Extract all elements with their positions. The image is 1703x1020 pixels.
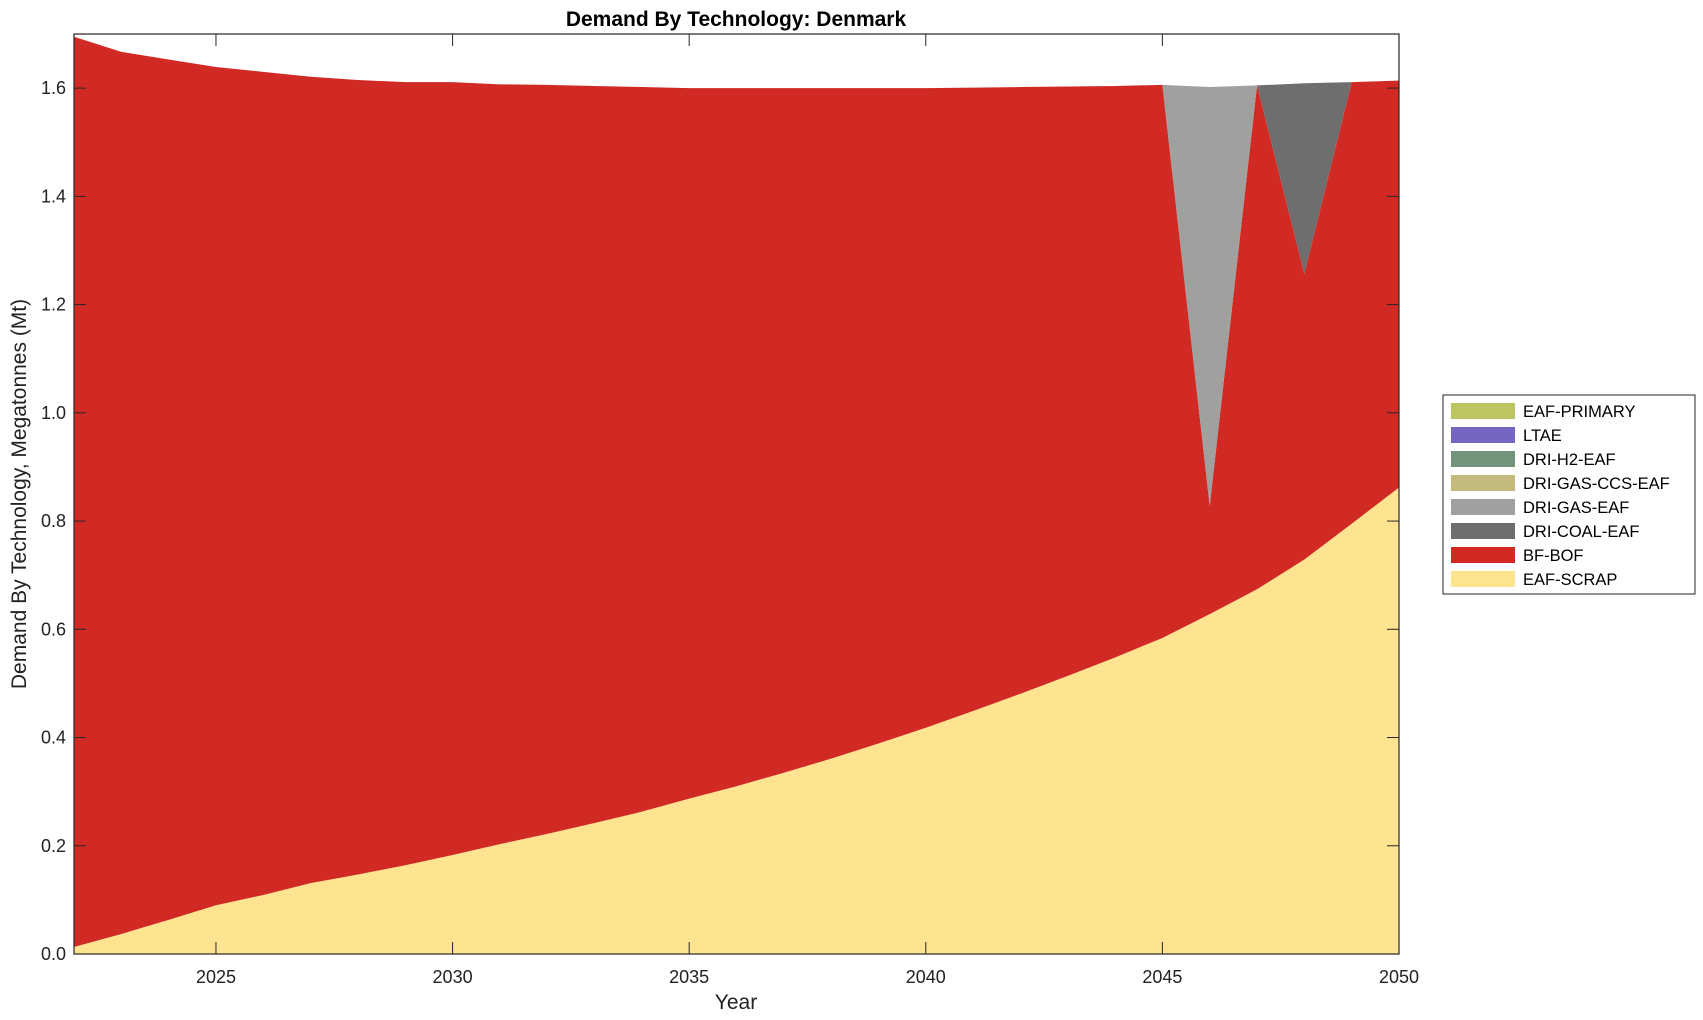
legend-label-dri-gas-eaf: DRI-GAS-EAF [1523, 499, 1629, 517]
x-axis-label: Year [715, 991, 757, 1014]
x-axis: 2025 2030 2035 2040 2045 2050 [196, 34, 1419, 987]
legend-swatch-dri-gas-ccs-eaf [1451, 475, 1515, 491]
legend-label-dri-coal-eaf: DRI-COAL-EAF [1523, 523, 1639, 541]
legend-label-ltae: LTAE [1523, 427, 1562, 445]
y-tick-label: 0.4 [41, 728, 66, 748]
x-tick-label: 2045 [1142, 967, 1182, 987]
legend-label-dri-h2-eaf: DRI-H2-EAF [1523, 451, 1616, 469]
y-axis: 0.0 0.2 0.4 0.6 0.8 1.0 1.2 1.4 1.6 [41, 78, 1399, 964]
legend-swatch-eaf-primary [1451, 403, 1515, 419]
x-tick-label: 2035 [669, 967, 709, 987]
legend-label-bf-bof: BF-BOF [1523, 547, 1584, 565]
x-tick-label: 2030 [433, 967, 473, 987]
legend-label-eaf-scrap: EAF-SCRAP [1523, 571, 1617, 589]
legend-swatch-eaf-scrap [1451, 571, 1515, 587]
x-tick-label: 2040 [906, 967, 946, 987]
legend-swatch-bf-bof [1451, 547, 1515, 563]
area-bf-bof [74, 36, 1399, 947]
y-tick-label: 1.2 [41, 295, 66, 315]
y-tick-label: 0.8 [41, 511, 66, 531]
legend-swatch-dri-coal-eaf [1451, 523, 1515, 539]
legend-swatch-ltae [1451, 427, 1515, 443]
x-tick-label: 2050 [1379, 967, 1419, 987]
y-tick-label: 1.4 [41, 186, 66, 206]
y-axis-label: Demand By Technology, Megatonnes (Mt) [8, 299, 31, 689]
area-eaf-scrap [74, 487, 1399, 954]
y-tick-label: 0.6 [41, 619, 66, 639]
legend: EAF-PRIMARY LTAE DRI-H2-EAF DRI-GAS-CCS-EAF… [1442, 394, 1696, 595]
legend-label-eaf-primary: EAF-PRIMARY [1523, 403, 1635, 421]
y-tick-label: 0.2 [41, 836, 66, 856]
y-tick-label: 1.6 [41, 78, 66, 98]
legend-label-dri-gas-ccs-eaf: DRI-GAS-CCS-EAF [1523, 475, 1670, 493]
chart-title: Demand By Technology: Denmark [566, 8, 907, 31]
x-tick-label: 2025 [196, 967, 236, 987]
legend-swatch-dri-h2-eaf [1451, 451, 1515, 467]
y-tick-label: 0.0 [41, 944, 66, 964]
plot-areas [74, 36, 1399, 954]
legend-swatch-dri-gas-eaf [1451, 499, 1515, 515]
plot-frame [73, 33, 1400, 955]
y-tick-label: 1.0 [41, 403, 66, 423]
